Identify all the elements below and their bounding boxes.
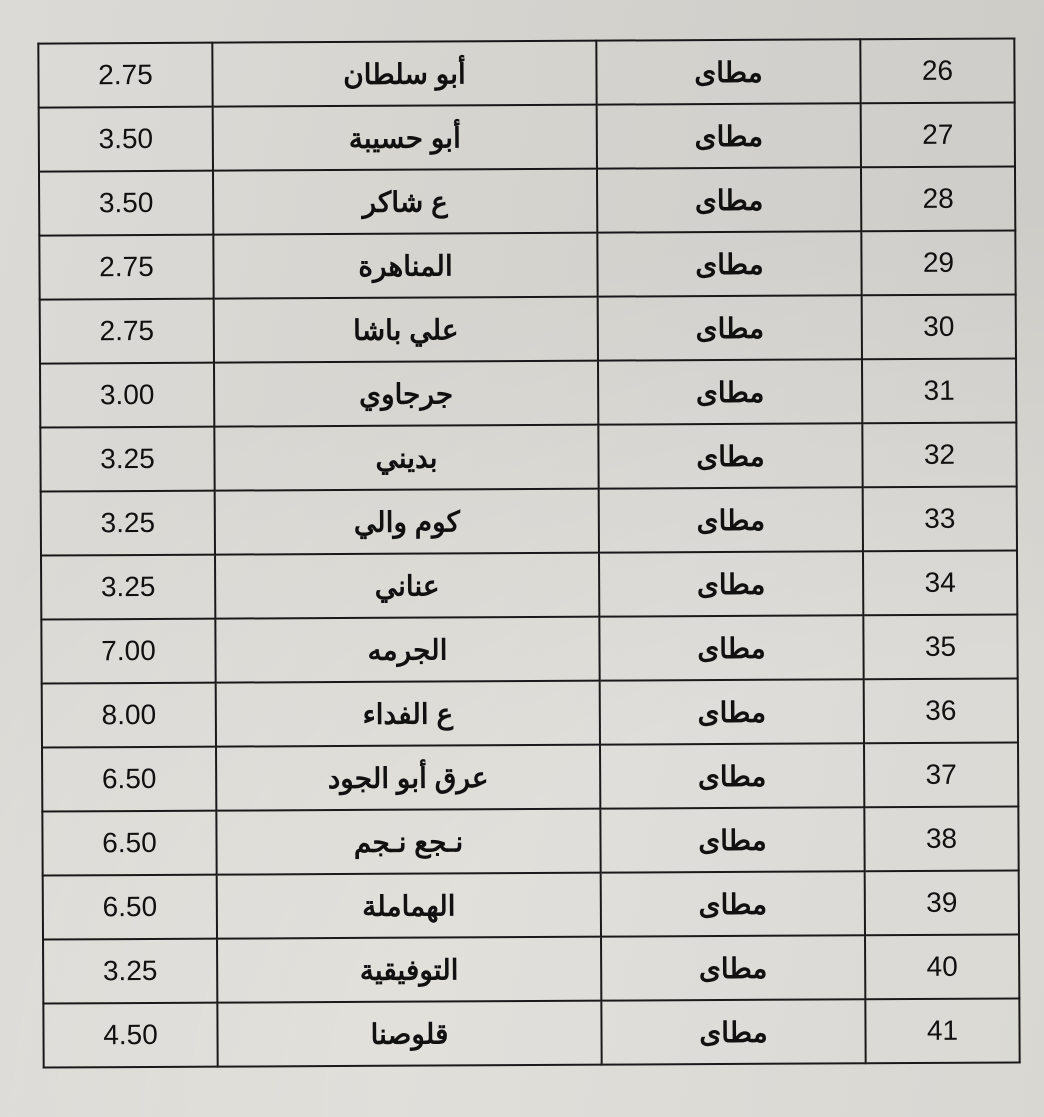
cell-value: 3.25 (43, 939, 217, 1004)
cell-num: 29 (861, 230, 1015, 295)
cell-region: مطاى (600, 743, 864, 808)
table-row: 3.50 أبو حسيبة مطاى 27 (39, 102, 1015, 171)
cell-region: مطاى (598, 295, 862, 360)
cell-region: مطاى (597, 167, 861, 232)
cell-value: 7.00 (41, 619, 215, 684)
cell-village: التوفيقية (217, 937, 601, 1003)
cell-num: 32 (862, 422, 1016, 487)
table-body: 2.75 أبو سلطان مطاى 26 3.50 أبو حسيبة مط… (38, 38, 1019, 1067)
cell-village: الجرمه (215, 617, 599, 683)
cell-village: عرق أبو الجود (216, 745, 600, 811)
cell-num: 33 (863, 486, 1017, 551)
table-row: 3.00 جرجاوي مطاى 31 (40, 358, 1016, 427)
table-row: 6.50 نـجع نـجم مطاى 38 (42, 806, 1018, 875)
cell-region: مطاى (601, 871, 865, 936)
cell-value: 2.75 (38, 43, 212, 108)
cell-village: أبو سلطان (212, 41, 596, 107)
cell-num: 35 (863, 614, 1017, 679)
cell-village: قلوصنا (217, 1001, 601, 1067)
cell-value: 2.75 (39, 235, 213, 300)
cell-num: 34 (863, 550, 1017, 615)
cell-num: 27 (861, 102, 1015, 167)
cell-value: 3.25 (40, 427, 214, 492)
table-row: 8.00 ع الفداء مطاى 36 (42, 678, 1018, 747)
cell-village: جرجاوي (214, 361, 598, 427)
cell-num: 41 (865, 998, 1019, 1063)
cell-value: 4.50 (43, 1003, 217, 1068)
cell-village: عناني (215, 553, 599, 619)
cell-num: 36 (864, 678, 1018, 743)
cell-village: نـجع نـجم (216, 809, 600, 875)
cell-value: 3.50 (39, 171, 213, 236)
cell-value: 6.50 (42, 747, 216, 812)
cell-value: 6.50 (43, 875, 217, 940)
cell-region: مطاى (598, 359, 862, 424)
table-row: 2.75 علي باشا مطاى 30 (40, 294, 1016, 363)
cell-region: مطاى (598, 423, 862, 488)
cell-region: مطاى (601, 935, 865, 1000)
cell-village: الهماملة (217, 873, 601, 939)
cell-region: مطاى (597, 103, 861, 168)
table-row: 2.75 المناهرة مطاى 29 (39, 230, 1015, 299)
cell-region: مطاى (601, 999, 865, 1064)
cell-region: مطاى (600, 679, 864, 744)
cell-value: 3.25 (41, 491, 215, 556)
cell-value: 8.00 (42, 683, 216, 748)
cell-num: 28 (861, 166, 1015, 231)
cell-num: 38 (864, 806, 1018, 871)
cell-num: 30 (862, 294, 1016, 359)
cell-value: 3.50 (39, 107, 213, 172)
cell-village: المناهرة (213, 233, 597, 299)
data-table: 2.75 أبو سلطان مطاى 26 3.50 أبو حسيبة مط… (37, 37, 1020, 1068)
cell-region: مطاى (600, 807, 864, 872)
cell-region: مطاى (596, 39, 860, 104)
cell-region: مطاى (599, 487, 863, 552)
cell-region: مطاى (599, 551, 863, 616)
cell-num: 40 (865, 934, 1019, 999)
cell-value: 2.75 (40, 299, 214, 364)
table-row: 3.25 عناني مطاى 34 (41, 550, 1017, 619)
table-row: 3.25 كوم والي مطاى 33 (41, 486, 1017, 555)
cell-village: ع الفداء (216, 681, 600, 747)
table-row: 3.25 التوفيقية مطاى 40 (43, 934, 1019, 1003)
table-row: 7.00 الجرمه مطاى 35 (41, 614, 1017, 683)
document-page: 2.75 أبو سلطان مطاى 26 3.50 أبو حسيبة مط… (0, 0, 1044, 1117)
cell-village: علي باشا (214, 297, 598, 363)
cell-village: كوم والي (215, 489, 599, 555)
cell-num: 26 (860, 38, 1014, 103)
table-row: 3.50 ع شاكر مطاى 28 (39, 166, 1015, 235)
cell-num: 31 (862, 358, 1016, 423)
table-row: 6.50 عرق أبو الجود مطاى 37 (42, 742, 1018, 811)
table-row: 3.25 بديني مطاى 32 (40, 422, 1016, 491)
cell-num: 39 (865, 870, 1019, 935)
cell-value: 3.25 (41, 555, 215, 620)
table-row: 2.75 أبو سلطان مطاى 26 (38, 38, 1014, 107)
cell-region: مطاى (597, 231, 861, 296)
cell-value: 3.00 (40, 363, 214, 428)
cell-village: ع شاكر (213, 169, 597, 235)
table-row: 6.50 الهماملة مطاى 39 (43, 870, 1019, 939)
cell-value: 6.50 (42, 811, 216, 876)
cell-village: أبو حسيبة (213, 105, 597, 171)
cell-village: بديني (214, 425, 598, 491)
cell-region: مطاى (599, 615, 863, 680)
table-row: 4.50 قلوصنا مطاى 41 (43, 998, 1019, 1067)
cell-num: 37 (864, 742, 1018, 807)
